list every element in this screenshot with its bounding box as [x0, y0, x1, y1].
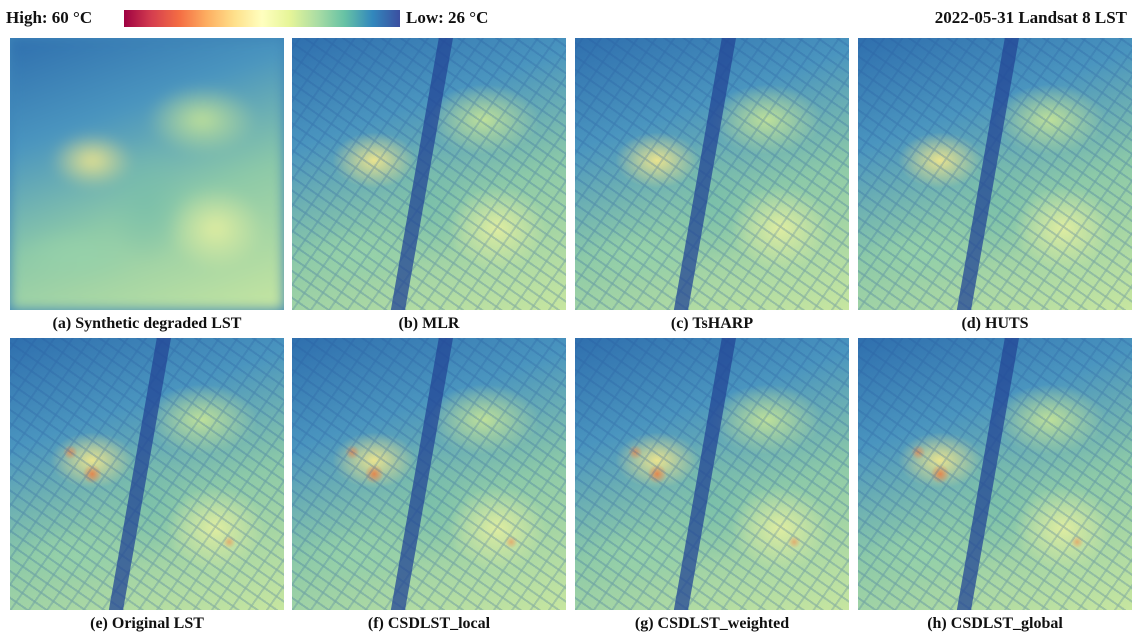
panel-image [292, 38, 566, 310]
panel-image [575, 338, 849, 610]
page: High: 60 °C Low: 26 °C 2022-05-31 Landsa… [0, 0, 1133, 638]
panel-caption: (e) Original LST [10, 615, 284, 633]
panel-caption: (g) CSDLST_weighted [575, 615, 849, 633]
colorbar [124, 10, 400, 27]
panel-image [575, 38, 849, 310]
panel-image [10, 338, 284, 610]
panel-image [858, 38, 1132, 310]
panel-caption: (a) Synthetic degraded LST [10, 315, 284, 333]
panel-caption: (b) MLR [292, 315, 566, 333]
panel-caption: (f) CSDLST_local [292, 615, 566, 633]
high-label: High: 60 °C [6, 8, 92, 28]
panel-caption: (c) TsHARP [575, 315, 849, 333]
panel-image [858, 338, 1132, 610]
low-label: Low: 26 °C [406, 8, 488, 28]
figure-title: 2022-05-31 Landsat 8 LST [935, 8, 1127, 28]
panel-image [10, 38, 284, 310]
panel-caption: (d) HUTS [858, 315, 1132, 333]
panel-image [292, 338, 566, 610]
panel-caption: (h) CSDLST_global [858, 615, 1132, 633]
